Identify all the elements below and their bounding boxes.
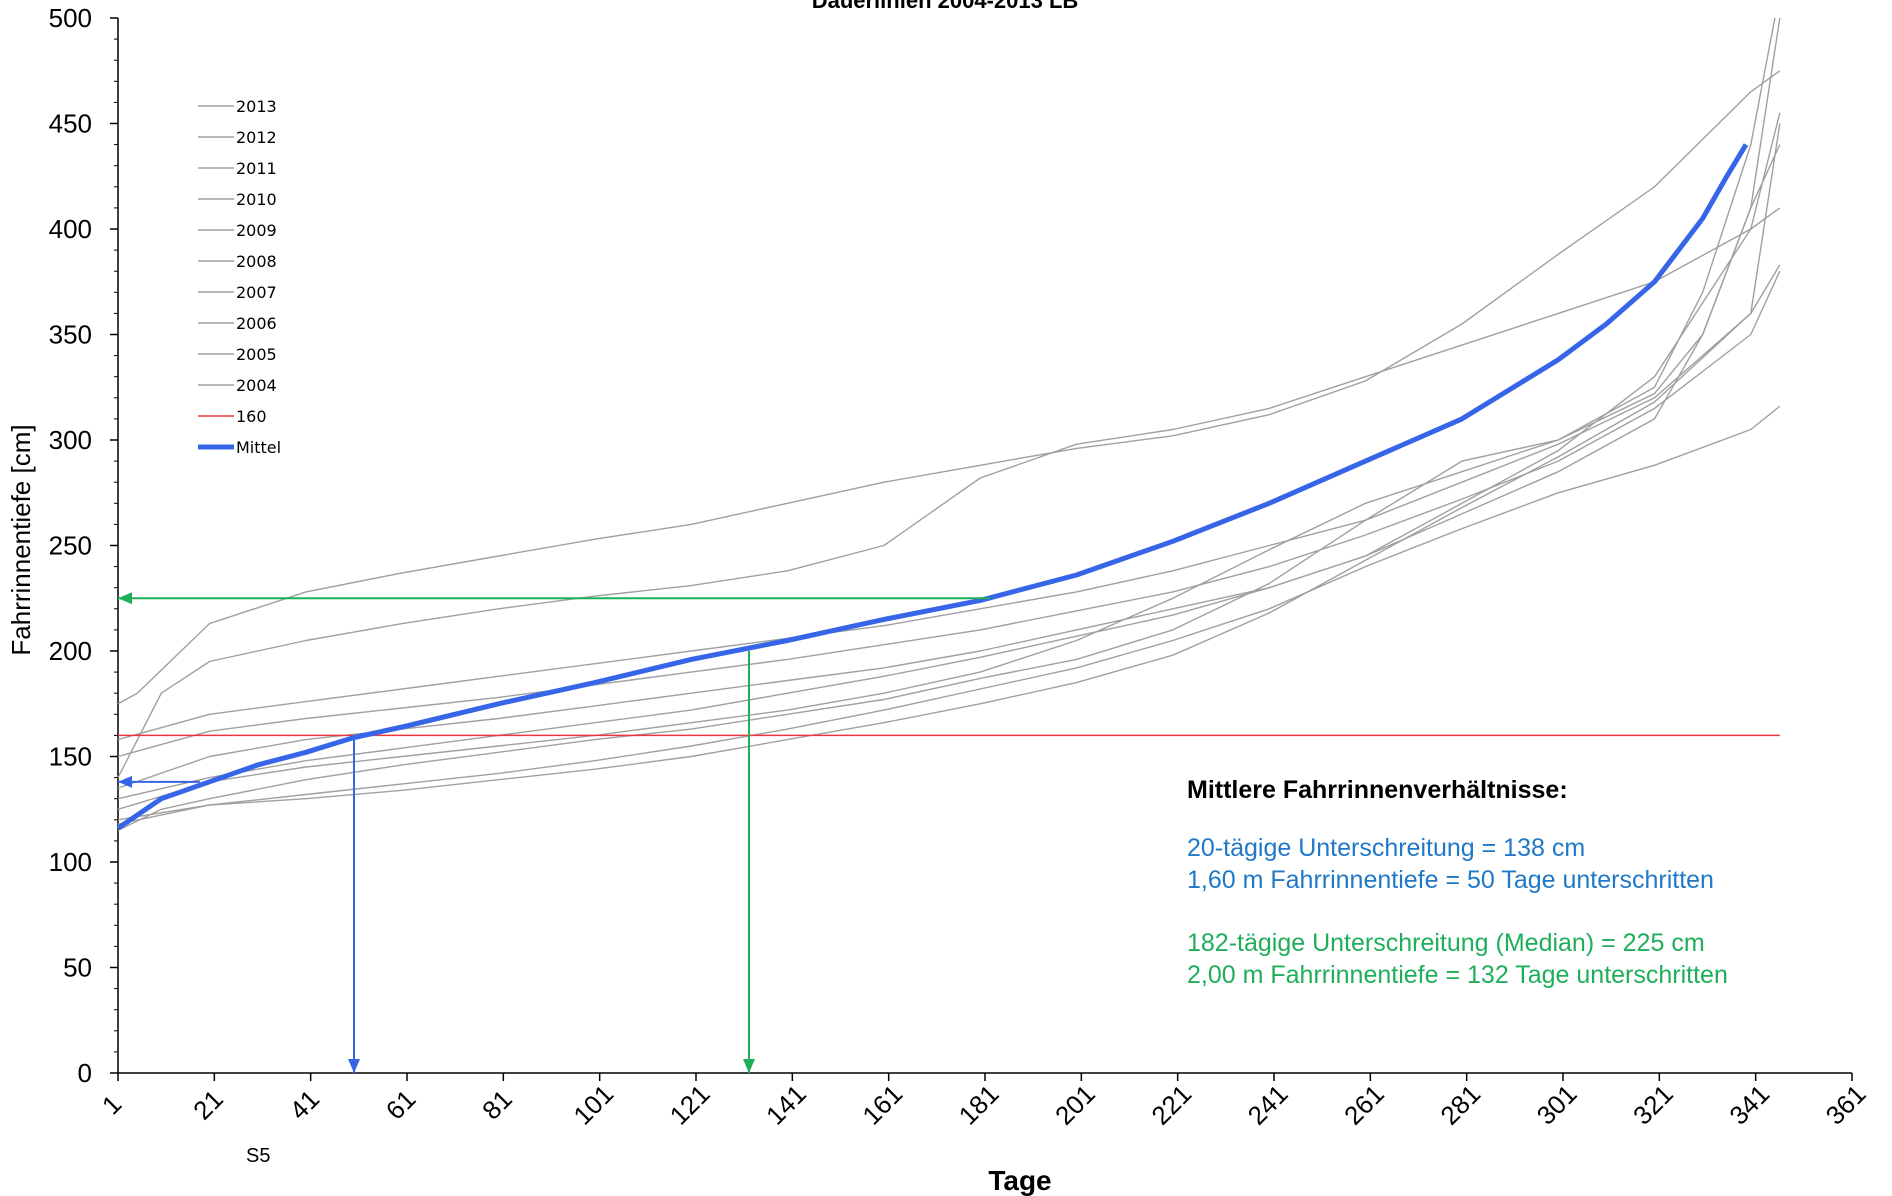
x-tick-label: 21	[187, 1084, 229, 1126]
legend-label-2009: 2009	[236, 221, 277, 240]
y-tick-label: 450	[49, 109, 92, 139]
info-heading: Mittlere Fahrrinnenverhältnisse:	[1187, 776, 1568, 804]
y-tick-label: 500	[49, 3, 92, 33]
x-tick-label: 301	[1531, 1079, 1583, 1131]
series-line-2012	[117, 70, 1781, 705]
x-tick-label: 321	[1627, 1079, 1679, 1131]
series-line-2009	[117, 144, 1781, 789]
x-tick-label: 81	[476, 1084, 518, 1126]
legend-label-2008: 2008	[236, 252, 277, 271]
info-box: Mittlere Fahrrinnenverhältnisse: 20-tägi…	[1187, 776, 1728, 989]
x-tick-label: 1	[96, 1089, 127, 1120]
legend-label-2012: 2012	[236, 128, 277, 147]
x-tick-label: 241	[1242, 1079, 1294, 1131]
y-tick-label: 100	[49, 847, 92, 877]
x-axis-title: Tage	[988, 1165, 1051, 1196]
y-tick-label: 300	[49, 425, 92, 455]
legend-label-2005: 2005	[236, 345, 277, 364]
legend-label-2011: 2011	[236, 159, 277, 178]
series-line-2010	[117, 112, 1781, 800]
y-tick-label: 150	[49, 742, 92, 772]
info-green-line-1: 182-tägige Unterschreitung (Median) = 22…	[1187, 929, 1705, 957]
legend: 2013 2012 2011 2010 2009 2008 2007 2006 2005 2004…	[198, 97, 281, 457]
legend-label-2006: 2006	[236, 314, 277, 333]
arrow-head-0	[348, 1059, 361, 1073]
series-line-2006	[117, 207, 1781, 778]
series-line-2013	[117, 17, 1776, 832]
arrow-head-3	[118, 592, 132, 605]
y-tick-label: 0	[78, 1058, 92, 1088]
series-line-2004	[117, 405, 1781, 821]
chart-title: Dauerlinien 2004-2013 LB	[812, 0, 1079, 13]
series-line-2008	[117, 270, 1781, 758]
x-tick-label: 121	[664, 1079, 716, 1131]
y-tick-label: 350	[49, 320, 92, 350]
x-tick-label: 281	[1434, 1079, 1486, 1131]
legend-label-2013: 2013	[236, 97, 277, 116]
series-line-2011	[117, 264, 1781, 825]
y-tick-label: 200	[49, 636, 92, 666]
y-axis-title: Fahrrinnentiefe [cm]	[6, 424, 36, 655]
x-tick-label: 361	[1820, 1079, 1872, 1131]
legend-label-2007: 2007	[236, 283, 277, 302]
extra-label: S5	[246, 1145, 270, 1167]
legend-label-Mittel: Mittel	[236, 438, 281, 457]
arrow-head-1	[118, 775, 132, 788]
arrow-annotations	[118, 592, 990, 1073]
arrow-head-2	[742, 1059, 755, 1073]
x-tick-label: 341	[1723, 1079, 1775, 1131]
y-tick-label: 250	[49, 531, 92, 561]
x-tick-label: 221	[1145, 1079, 1197, 1131]
x-tick-label: 181	[953, 1079, 1005, 1131]
series-line-2007	[117, 123, 1781, 741]
x-tick-label: 161	[856, 1079, 908, 1131]
x-tick-label: 61	[380, 1084, 422, 1126]
series-lines	[116, 17, 1781, 832]
x-tick-label: 141	[760, 1079, 812, 1131]
legend-label-2004: 2004	[236, 376, 277, 395]
info-blue-line-1: 20-tägige Unterschreitung = 138 cm	[1187, 834, 1585, 862]
x-tick-label: 261	[1338, 1079, 1390, 1131]
legend-label-2010: 2010	[236, 190, 277, 209]
y-tick-label: 50	[63, 953, 92, 983]
x-tick-label: 41	[283, 1084, 325, 1126]
x-tick-label: 101	[567, 1079, 619, 1131]
x-tick-label: 201	[1049, 1079, 1101, 1131]
legend-label-160: 160	[236, 407, 267, 426]
series-line-2005	[117, 17, 1781, 810]
y-tick-label: 400	[49, 214, 92, 244]
info-blue-line-2: 1,60 m Fahrrinnentiefe = 50 Tage untersc…	[1187, 866, 1714, 894]
info-green-line-2: 2,00 m Fahrrinnentiefe = 132 Tage unters…	[1187, 961, 1728, 989]
series-line-Mittel	[116, 143, 1749, 831]
